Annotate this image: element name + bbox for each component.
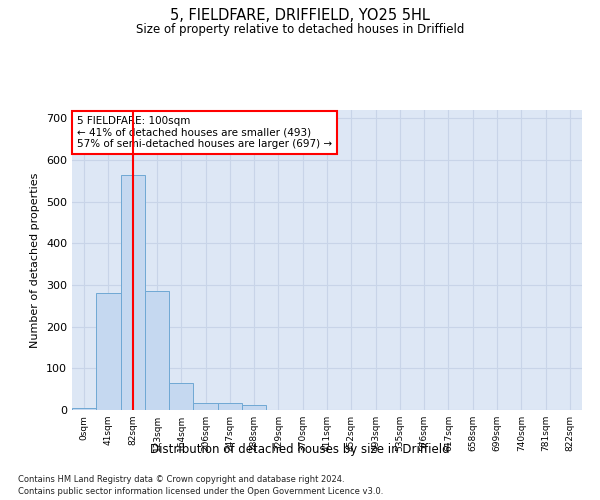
- Bar: [193, 402, 218, 410]
- Text: Size of property relative to detached houses in Driffield: Size of property relative to detached ho…: [136, 22, 464, 36]
- Bar: [242, 405, 266, 410]
- Text: Distribution of detached houses by size in Driffield: Distribution of detached houses by size …: [150, 442, 450, 456]
- Bar: [145, 291, 169, 410]
- Y-axis label: Number of detached properties: Number of detached properties: [31, 172, 40, 348]
- Text: Contains public sector information licensed under the Open Government Licence v3: Contains public sector information licen…: [18, 488, 383, 496]
- Bar: [218, 402, 242, 410]
- Text: 5, FIELDFARE, DRIFFIELD, YO25 5HL: 5, FIELDFARE, DRIFFIELD, YO25 5HL: [170, 8, 430, 22]
- Bar: [96, 294, 121, 410]
- Text: 5 FIELDFARE: 100sqm
← 41% of detached houses are smaller (493)
57% of semi-detac: 5 FIELDFARE: 100sqm ← 41% of detached ho…: [77, 116, 332, 149]
- Text: Contains HM Land Registry data © Crown copyright and database right 2024.: Contains HM Land Registry data © Crown c…: [18, 475, 344, 484]
- Bar: [169, 383, 193, 410]
- Bar: [72, 408, 96, 410]
- Bar: [121, 174, 145, 410]
